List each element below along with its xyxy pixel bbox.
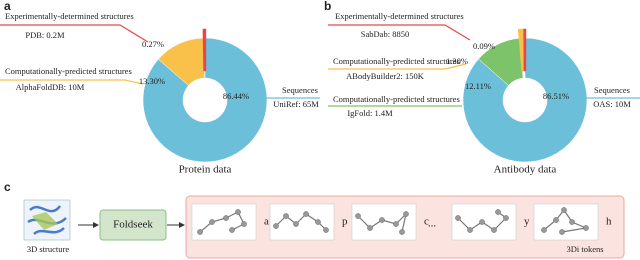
token-label: c <box>424 216 429 228</box>
category-label: Computationally-predicted structures <box>5 66 132 76</box>
atom <box>569 219 575 225</box>
tool-label: Foldseek <box>113 219 153 231</box>
atom <box>367 225 373 231</box>
atom <box>583 225 589 231</box>
atom <box>399 229 405 235</box>
source-label: ABodyBuilder2: 150K <box>346 71 425 81</box>
atom <box>355 213 361 219</box>
token-label: a <box>264 216 269 228</box>
tool-box <box>99 209 167 241</box>
token-box <box>191 203 257 241</box>
leader-line <box>0 79 144 85</box>
value-label: 13.30% <box>139 76 165 86</box>
value-label: 0.09% <box>473 41 495 51</box>
token-label: p <box>342 216 348 228</box>
atom <box>553 217 559 223</box>
atom <box>315 219 321 225</box>
atom <box>561 207 567 213</box>
source-label: SabDab: 8850 <box>361 29 409 39</box>
source-label: AlphaFoldDB: 10M <box>16 82 85 92</box>
atom <box>241 221 247 227</box>
atom <box>393 221 399 227</box>
category-label: Computationally-predicted structures <box>333 56 460 66</box>
atom <box>379 217 385 223</box>
atom <box>293 221 299 227</box>
pie-slice <box>462 37 588 163</box>
source-label: IgFold: 1.4M <box>347 108 393 118</box>
category-label: Experimentally-determined structures <box>335 11 464 21</box>
atom <box>495 209 501 215</box>
source-label: PDB: 0.2M <box>25 30 65 40</box>
panel-label: a <box>4 0 11 13</box>
chart-title: Protein data <box>179 164 232 176</box>
value-label: 0.27% <box>142 39 164 49</box>
token-label: y <box>524 216 530 228</box>
atom <box>209 219 215 225</box>
leader-line <box>328 63 467 70</box>
category-label: Experimentally-determined structures <box>5 11 134 21</box>
token-label: h <box>606 216 612 228</box>
source-label: UniRef: 65M <box>273 99 319 109</box>
atom <box>559 229 565 235</box>
atom <box>541 227 547 233</box>
leader-line <box>0 24 149 43</box>
category-label: Computationally-predicted structures <box>333 94 460 104</box>
token-structure <box>357 212 408 233</box>
panel-label: b <box>324 0 331 13</box>
atom <box>235 209 241 215</box>
atom <box>303 211 309 217</box>
atom <box>223 215 229 221</box>
atom <box>229 227 235 233</box>
leader-line <box>328 24 471 41</box>
token-box <box>351 203 417 241</box>
chart-title: Antibody data <box>494 164 557 176</box>
atom <box>467 227 473 233</box>
value-label: 1.30% <box>446 56 468 66</box>
atom <box>491 227 497 233</box>
atom <box>503 215 509 221</box>
atom <box>283 213 289 219</box>
category-label: Sequences <box>594 85 630 95</box>
ellipsis: ... <box>428 218 437 230</box>
atom <box>273 223 279 229</box>
pie-slice <box>202 28 207 72</box>
source-label: OAS: 10M <box>593 99 631 109</box>
value-label: 86.51% <box>543 91 569 101</box>
protein-icon <box>23 199 71 241</box>
panel-c: c 3D structure Foldseek a p c y h ... 3Di to… <box>4 180 625 259</box>
atom <box>323 227 329 233</box>
output-label: 3Di tokens <box>566 244 603 254</box>
category-label: Sequences <box>282 85 318 95</box>
pie-slice <box>142 37 268 163</box>
value-label: 86.44% <box>223 91 249 101</box>
value-label: 12.11% <box>465 81 491 91</box>
atom <box>197 229 203 235</box>
panel-label: c <box>4 180 11 194</box>
atom <box>455 215 461 221</box>
input-label: 3D structure <box>27 244 69 254</box>
atom <box>479 219 485 225</box>
atom <box>403 211 409 217</box>
